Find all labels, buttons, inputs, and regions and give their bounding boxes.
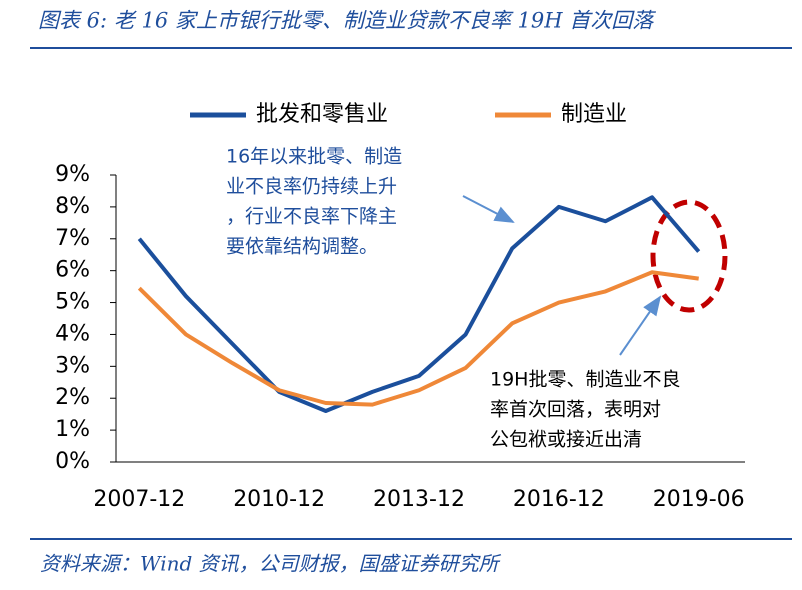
annotation: 19H批零、制造业不良 (490, 369, 680, 391)
series-line (137, 270, 699, 407)
x-tick-label: 2010-12 (233, 487, 325, 512)
arrow (462, 195, 515, 223)
legend-label: 批发和零售业 (256, 102, 388, 127)
annotation: 要依靠结构调整。 (226, 236, 378, 258)
y-tick-label: 4% (55, 321, 90, 346)
highlight-ellipse (650, 199, 728, 313)
annotation: ，行业不良率下降主 (226, 206, 397, 228)
annotation: 16年以来批零、制造 (226, 146, 402, 168)
x-tick-label: 2016-12 (513, 487, 605, 512)
y-tick-label: 5% (55, 290, 90, 315)
y-tick-label: 2% (55, 385, 90, 410)
y-tick-label: 8% (55, 194, 90, 219)
annotation: 公包袱或接近出清 (490, 429, 642, 451)
x-tick-label: 2007-12 (93, 487, 185, 512)
source: 资料来源：Wind 资讯，公司财报，国盛证券研究所 (40, 552, 502, 576)
annotation: 业不良率仍持续上升 (226, 176, 397, 198)
y-tick-label: 1% (55, 417, 90, 442)
legend-label: 制造业 (561, 102, 627, 127)
annotation: 率首次回落，表明对 (490, 399, 661, 421)
y-tick-label: 9% (55, 162, 90, 187)
y-tick-label: 0% (55, 449, 90, 474)
y-tick-label: 6% (55, 258, 90, 283)
arrow (619, 295, 662, 356)
chart-title: 图表 6: 老 16 家上市银行批零、制造业贷款不良率 19H 首次回落 (38, 9, 656, 33)
x-tick-label: 2013-12 (373, 487, 465, 512)
series-line (137, 195, 701, 413)
y-tick-label: 7% (55, 226, 90, 251)
x-tick-label: 2019-06 (653, 487, 745, 512)
y-tick-label: 3% (55, 353, 90, 378)
